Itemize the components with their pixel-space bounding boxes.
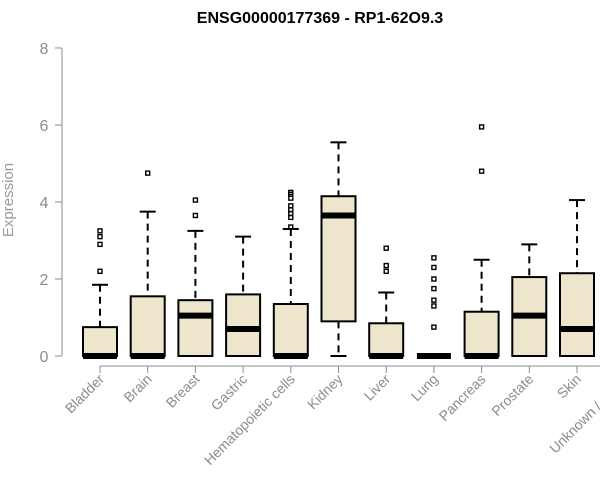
outlier-point — [288, 189, 294, 196]
box — [129, 295, 166, 358]
outlier-point — [383, 262, 389, 269]
box — [272, 303, 309, 357]
y-axis-label: Expression — [0, 163, 17, 237]
outlier-point — [478, 168, 485, 174]
outlier-point — [97, 241, 103, 248]
outlier-point — [97, 233, 103, 240]
outlier-point — [383, 245, 389, 251]
x-tick-label: Pancreas — [436, 371, 489, 424]
outlier-point — [431, 297, 437, 303]
y-tick-label: 0 — [40, 349, 49, 366]
outlier-point — [431, 264, 437, 271]
x-tick-label: Gastric — [208, 371, 251, 414]
x-tick-label: Lung — [408, 371, 441, 404]
x-tick-label: Brain — [120, 371, 154, 405]
box — [559, 272, 595, 358]
x-tick-label: Breast — [163, 371, 203, 411]
outlier-point — [431, 255, 437, 261]
x-tick-label: Prostate — [488, 371, 536, 419]
y-tick-label: 4 — [40, 195, 49, 212]
outlier-point — [383, 268, 389, 274]
box — [368, 322, 405, 357]
y-tick-label: 2 — [40, 272, 49, 289]
outlier-point — [288, 203, 294, 209]
outlier-point — [97, 228, 103, 234]
x-tick-label: Skin — [554, 371, 585, 402]
y-tick-label: 8 — [40, 41, 49, 58]
x-tick-label: Liver — [361, 371, 394, 404]
outlier-point — [192, 212, 199, 219]
box — [225, 293, 262, 357]
box — [463, 310, 500, 358]
outlier-point — [478, 124, 485, 130]
outlier-point — [431, 285, 437, 292]
outlier-point — [192, 197, 199, 203]
outlier-point — [97, 268, 103, 274]
x-tick-label: Hematopoietic cells — [201, 371, 298, 468]
chart-title: ENSG00000177369 - RP1-62O9.3 — [197, 10, 443, 27]
x-tick-label: Bladder — [62, 371, 108, 417]
outlier-point — [144, 170, 151, 176]
outlier-point — [431, 276, 437, 282]
box — [82, 326, 118, 357]
plot-area: 0 2 4 6 8 Bladder Brain Breast GastricHematopoie… — [40, 41, 600, 468]
outlier-point — [431, 303, 437, 309]
outlier-point — [288, 224, 294, 230]
outlier-point — [431, 324, 437, 330]
y-tick-label: 6 — [40, 118, 49, 135]
box — [177, 299, 214, 357]
x-tick-label: Kidney — [304, 371, 346, 413]
